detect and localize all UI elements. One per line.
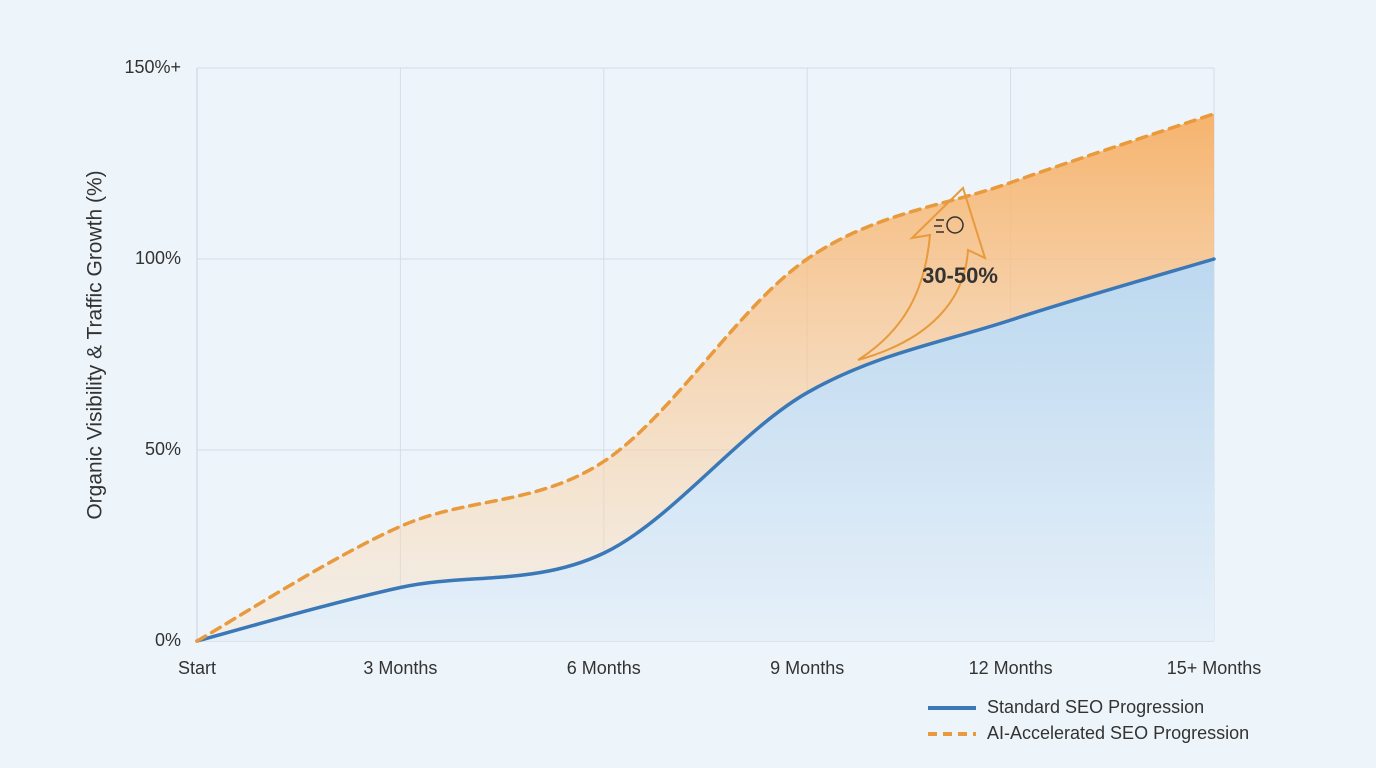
area: [197, 259, 1214, 641]
x-tick-label: 6 Months: [567, 658, 641, 678]
y-axis-title: Organic Visibility & Traffic Growth (%): [84, 170, 107, 519]
series-line: [195, 112, 1216, 643]
area-band: [197, 113, 1214, 642]
x-tick-label: 3 Months: [363, 658, 437, 678]
annotation-arrow: [857, 186, 987, 361]
plot-area: 0% 50% 100% 150%+ Start 3 Months 6 Months 9 Mon…: [124, 57, 1261, 678]
x-tick-label: 15+ Months: [1167, 658, 1262, 678]
y-tick-label: 150%+: [124, 57, 181, 77]
x-tick-label: Start: [178, 658, 216, 678]
y-tick-label: 0%: [155, 630, 181, 650]
legend-label: AI-Accelerated SEO Progression: [987, 723, 1249, 743]
x-tick-label: 9 Months: [770, 658, 844, 678]
y-tick-label: 100%: [135, 248, 181, 268]
y-tick-label: 50%: [145, 439, 181, 459]
legend-label: Standard SEO Progression: [987, 697, 1204, 717]
annotation: 30-50%: [922, 263, 998, 288]
series-line: [195, 257, 1216, 643]
x-tick-label: 12 Months: [969, 658, 1053, 678]
